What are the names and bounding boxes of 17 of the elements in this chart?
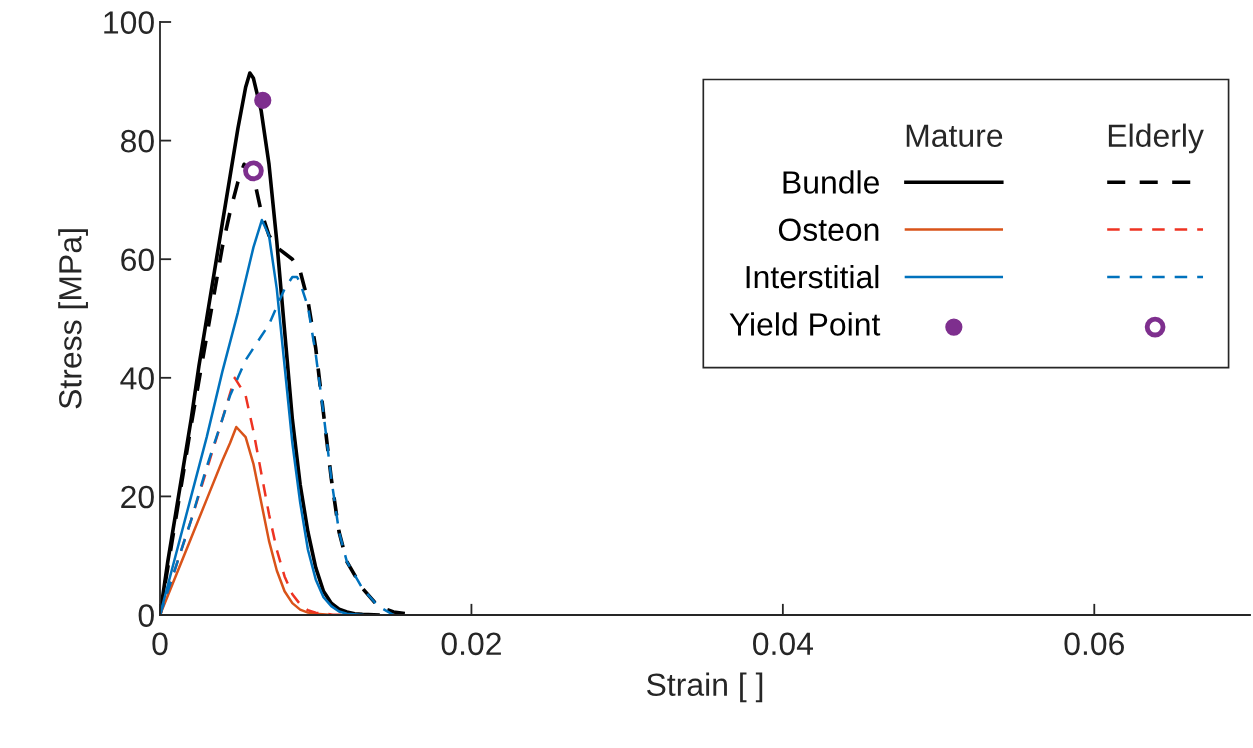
- y-tick-label: 0: [138, 604, 154, 627]
- y-tick-label: 60: [121, 248, 154, 272]
- y-tick-label: 40: [120, 367, 154, 390]
- y-tick-label: 80: [121, 129, 154, 153]
- annotation: Mature: [906, 124, 1003, 147]
- x-tick-label: 0.04: [753, 632, 814, 656]
- annotation: Elderly: [1108, 123, 1204, 154]
- x-tick-label: 0.06: [1064, 632, 1124, 656]
- legend-label: Bundle: [783, 170, 879, 194]
- legend-label: Osteon: [778, 218, 879, 242]
- legend-label: Interstitial: [746, 264, 879, 289]
- legend-label: Yield Point: [729, 312, 881, 336]
- y-axis-title: Stress [MPa]: [58, 229, 88, 409]
- y-tick-label: 100: [104, 11, 154, 34]
- y-tick-label: 20: [121, 485, 154, 509]
- x-tick-label: 0.02: [441, 632, 501, 656]
- x-axis-title: Strain [ ]: [646, 672, 763, 703]
